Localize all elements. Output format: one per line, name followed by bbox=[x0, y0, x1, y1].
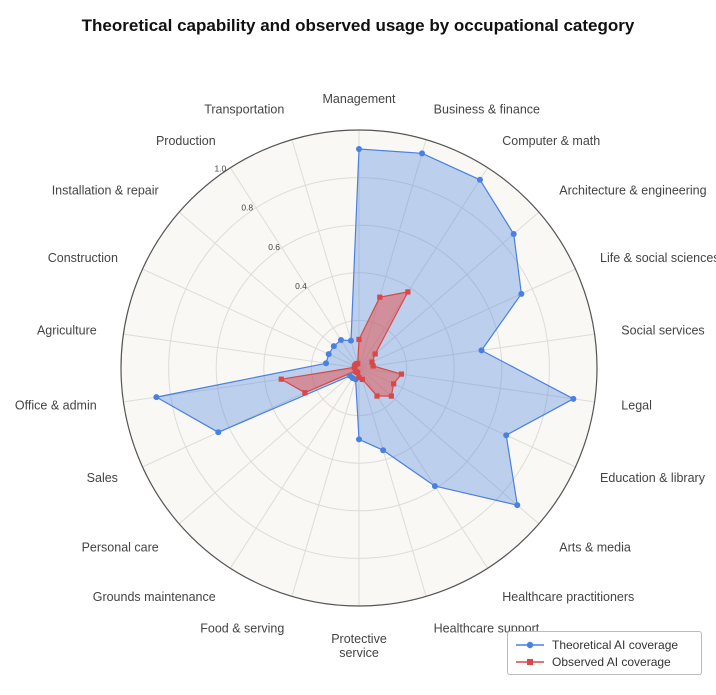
grid-spoke bbox=[291, 139, 360, 369]
data-point-theoretical bbox=[518, 290, 525, 297]
data-point-observed bbox=[398, 371, 405, 377]
tick-label: 0.8 bbox=[241, 203, 253, 213]
data-point-observed bbox=[352, 368, 359, 374]
data-point-observed bbox=[374, 393, 380, 399]
category-label: Grounds maintenance bbox=[93, 590, 216, 604]
category-label: Social services bbox=[621, 323, 704, 337]
data-point-observed bbox=[377, 294, 383, 300]
category-label: Life & social sciences bbox=[600, 251, 716, 265]
category-label: Office & admin bbox=[15, 399, 97, 413]
tick-label: 0.4 bbox=[295, 281, 307, 291]
data-point-theoretical bbox=[330, 343, 337, 350]
data-point-theoretical bbox=[431, 483, 438, 490]
category-label: Transportation bbox=[204, 103, 284, 117]
category-label: Installation & repair bbox=[52, 183, 159, 197]
data-point-observed bbox=[356, 374, 362, 381]
data-point-theoretical bbox=[570, 395, 577, 402]
category-label: Management bbox=[323, 92, 396, 106]
data-point-observed bbox=[369, 359, 375, 365]
category-label: Sales bbox=[87, 471, 118, 485]
legend-item-observed: Observed AI coverage bbox=[516, 654, 671, 670]
category-label: Healthcare practitioners bbox=[502, 590, 634, 604]
legend-label-theoretical: Theoretical AI coverage bbox=[552, 638, 679, 652]
data-point-theoretical bbox=[419, 150, 426, 157]
legend-label-observed: Observed AI coverage bbox=[552, 655, 671, 669]
grid-spoke bbox=[358, 333, 595, 369]
data-point-observed bbox=[388, 393, 394, 399]
data-point-theoretical bbox=[503, 432, 510, 439]
data-point-theoretical bbox=[356, 146, 362, 153]
data-point-theoretical bbox=[510, 230, 517, 237]
grid-spoke bbox=[123, 333, 360, 369]
data-point-theoretical bbox=[356, 436, 362, 443]
category-label: Legal bbox=[621, 399, 652, 413]
data-point-theoretical bbox=[323, 360, 330, 367]
data-point-theoretical bbox=[476, 176, 483, 183]
data-point-theoretical bbox=[337, 336, 344, 343]
grid-spoke bbox=[358, 367, 489, 569]
category-label: Food & serving bbox=[200, 621, 284, 635]
data-point-observed bbox=[372, 351, 378, 357]
category-label: Personal care bbox=[82, 541, 159, 555]
category-label: Architecture & engineering bbox=[559, 183, 706, 197]
data-point-theoretical bbox=[380, 447, 387, 454]
category-label: Production bbox=[156, 134, 216, 148]
data-point-observed bbox=[302, 390, 308, 396]
data-point-theoretical bbox=[347, 337, 354, 344]
tick-label: 1.0 bbox=[214, 163, 226, 173]
chart-title: Theoretical capability and observed usag… bbox=[81, 16, 635, 35]
category-label: Construction bbox=[48, 251, 118, 265]
outer-ring bbox=[120, 129, 598, 607]
data-point-observed bbox=[355, 360, 361, 367]
legend-marker-observed bbox=[516, 659, 544, 665]
grid-spoke bbox=[358, 211, 540, 369]
data-point-theoretical bbox=[347, 372, 354, 379]
category-label: Business & finance bbox=[434, 103, 540, 117]
legend: Theoretical AI coverage Observed AI cove… bbox=[507, 631, 702, 675]
category-label: Education & library bbox=[600, 471, 706, 485]
data-point-observed bbox=[359, 376, 365, 383]
grid-spoke bbox=[358, 367, 427, 597]
data-point-theoretical bbox=[215, 429, 222, 436]
data-point-observed bbox=[356, 336, 362, 343]
grid-spoke bbox=[229, 167, 360, 369]
grid-spoke bbox=[178, 211, 360, 369]
grid-spoke bbox=[229, 367, 360, 569]
data-point-observed bbox=[370, 363, 376, 369]
data-point-observed bbox=[391, 381, 397, 387]
category-label: Agriculture bbox=[37, 323, 97, 337]
data-point-observed bbox=[405, 289, 411, 295]
data-point-observed bbox=[278, 376, 284, 382]
tick-label: 0.6 bbox=[268, 242, 280, 252]
grid-spoke bbox=[291, 367, 360, 597]
category-label: Computer & math bbox=[502, 134, 600, 148]
legend-item-theoretical: Theoretical AI coverage bbox=[516, 637, 678, 653]
category-label: Protective service bbox=[331, 632, 387, 660]
data-point-theoretical bbox=[325, 351, 332, 358]
data-point-theoretical bbox=[153, 394, 160, 401]
grid-spoke bbox=[358, 268, 576, 369]
category-label: Arts & media bbox=[559, 541, 631, 555]
data-point-theoretical bbox=[478, 347, 485, 354]
data-point-theoretical bbox=[514, 502, 521, 509]
legend-marker-theoretical bbox=[516, 641, 544, 649]
grid-spoke bbox=[142, 268, 360, 369]
grid-spoke bbox=[178, 367, 360, 525]
